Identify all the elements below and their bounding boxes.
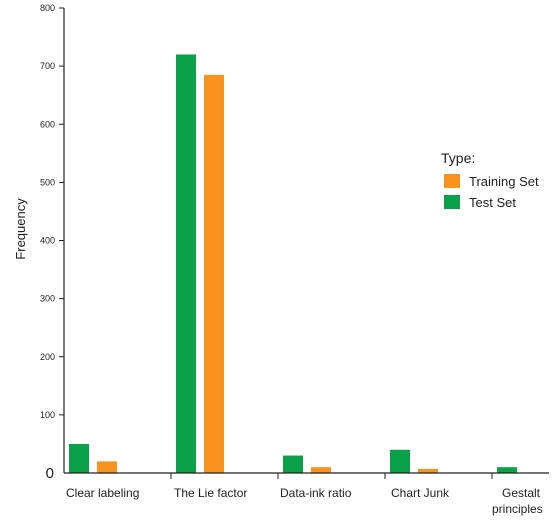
y-tick-label-400: 400 <box>40 236 55 246</box>
y-tick-label-300: 300 <box>40 294 55 304</box>
legend-label-training-set: Training Set <box>469 174 539 189</box>
axes-layer <box>63 8 549 474</box>
bars-layer <box>69 54 517 473</box>
x-category-label-4: Gestalt principles <box>492 486 543 516</box>
y-tick-label-500: 500 <box>40 177 55 187</box>
y-tick-label-200: 200 <box>40 352 55 362</box>
x-ticks <box>170 473 493 479</box>
y-axis-title: Frequency <box>13 198 28 260</box>
y-tick-label-800: 800 <box>40 3 55 13</box>
bar-training-set-1 <box>204 74 224 473</box>
x-category-label-3: Chart Junk <box>391 486 450 500</box>
bar-test-set-0 <box>69 443 89 473</box>
bar-training-set-2 <box>311 467 331 473</box>
category-labels: Clear labeling The Lie factor Data-ink rat… <box>66 486 543 516</box>
y-tick-label-100: 100 <box>40 410 55 420</box>
legend-label-test-set: Test Set <box>469 195 516 210</box>
bar-test-set-2 <box>283 455 303 473</box>
y-tick-label-0: 0 <box>46 465 54 482</box>
bar-training-set-0 <box>97 461 117 473</box>
bar-test-set-4 <box>497 467 517 473</box>
y-tick-label-700: 700 <box>40 61 55 71</box>
legend-title: Type: <box>441 150 475 166</box>
bar-test-set-3 <box>390 449 410 473</box>
y-ticks: 0 100 200 300 400 500 600 700 800 <box>40 3 64 482</box>
bar-training-set-3 <box>418 468 438 473</box>
legend-swatch-test-set <box>444 195 460 209</box>
x-category-label-0: Clear labeling <box>66 486 139 500</box>
legend: Type: Training Set Test Set <box>441 150 539 210</box>
legend-swatch-training-set <box>444 174 460 188</box>
y-tick-label-600: 600 <box>40 119 55 129</box>
x-category-label-1: The Lie factor <box>174 486 247 500</box>
x-category-label-2: Data-ink ratio <box>280 486 352 500</box>
bar-test-set-1 <box>176 54 196 473</box>
